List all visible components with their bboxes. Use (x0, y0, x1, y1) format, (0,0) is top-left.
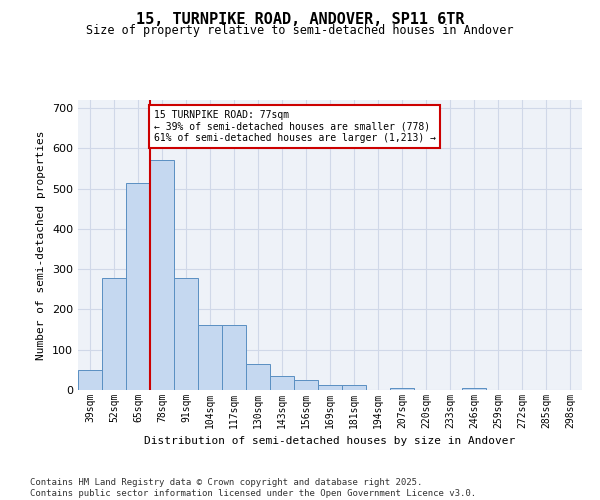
Bar (318, 385, 342, 390)
Bar (222, 325, 246, 390)
Bar (342, 385, 366, 390)
X-axis label: Distribution of semi-detached houses by size in Andover: Distribution of semi-detached houses by … (145, 436, 515, 446)
Bar (198, 325, 222, 390)
Bar (150, 160, 174, 390)
Bar (270, 376, 294, 390)
Text: Size of property relative to semi-detached houses in Andover: Size of property relative to semi-detach… (86, 24, 514, 37)
Bar (102, 278, 126, 390)
Bar (390, 388, 414, 390)
Text: 15 TURNPIKE ROAD: 77sqm
← 39% of semi-detached houses are smaller (778)
61% of s: 15 TURNPIKE ROAD: 77sqm ← 39% of semi-de… (154, 110, 436, 144)
Text: 15, TURNPIKE ROAD, ANDOVER, SP11 6TR: 15, TURNPIKE ROAD, ANDOVER, SP11 6TR (136, 12, 464, 28)
Bar (294, 380, 318, 390)
Bar (462, 388, 486, 390)
Bar (246, 364, 270, 390)
Bar (126, 182, 150, 390)
Bar (78, 370, 102, 390)
Y-axis label: Number of semi-detached properties: Number of semi-detached properties (37, 130, 46, 360)
Text: Contains HM Land Registry data © Crown copyright and database right 2025.
Contai: Contains HM Land Registry data © Crown c… (30, 478, 476, 498)
Bar (174, 278, 198, 390)
